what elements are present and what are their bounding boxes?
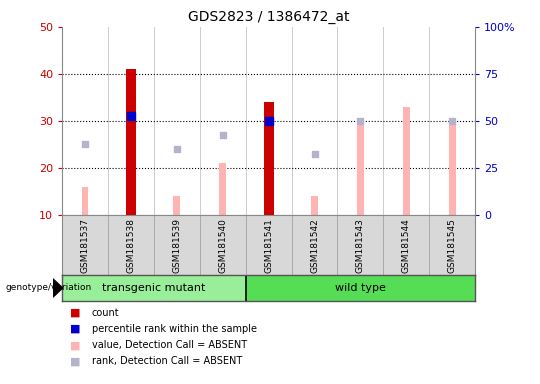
Text: GSM181538: GSM181538 [126,218,136,273]
Bar [403,107,410,215]
Text: GSM181541: GSM181541 [264,218,273,273]
Text: ■: ■ [70,308,80,318]
Text: wild type: wild type [335,283,386,293]
Text: GSM181543: GSM181543 [356,218,365,273]
Text: value, Detection Call = ABSENT: value, Detection Call = ABSENT [92,340,247,350]
Text: count: count [92,308,119,318]
Bar [311,196,318,215]
Text: rank, Detection Call = ABSENT: rank, Detection Call = ABSENT [92,356,242,366]
Bar [357,121,364,215]
Bar [264,102,274,215]
Bar [126,69,136,215]
Text: genotype/variation: genotype/variation [5,283,92,293]
Bar [82,187,89,215]
Title: GDS2823 / 1386472_at: GDS2823 / 1386472_at [188,10,349,25]
Bar [173,196,180,215]
Polygon shape [53,279,63,297]
Text: GSM181545: GSM181545 [448,218,457,273]
Text: GSM181544: GSM181544 [402,218,411,273]
Text: ■: ■ [70,324,80,334]
Text: ■: ■ [70,340,80,350]
Bar [246,275,475,301]
Text: GSM181539: GSM181539 [172,218,181,273]
Bar [62,275,246,301]
Text: transgenic mutant: transgenic mutant [102,283,206,293]
Text: ■: ■ [70,356,80,366]
Text: GSM181540: GSM181540 [218,218,227,273]
Text: percentile rank within the sample: percentile rank within the sample [92,324,257,334]
Bar [219,163,226,215]
Text: GSM181542: GSM181542 [310,218,319,273]
Text: GSM181537: GSM181537 [80,218,90,273]
Bar [449,121,456,215]
